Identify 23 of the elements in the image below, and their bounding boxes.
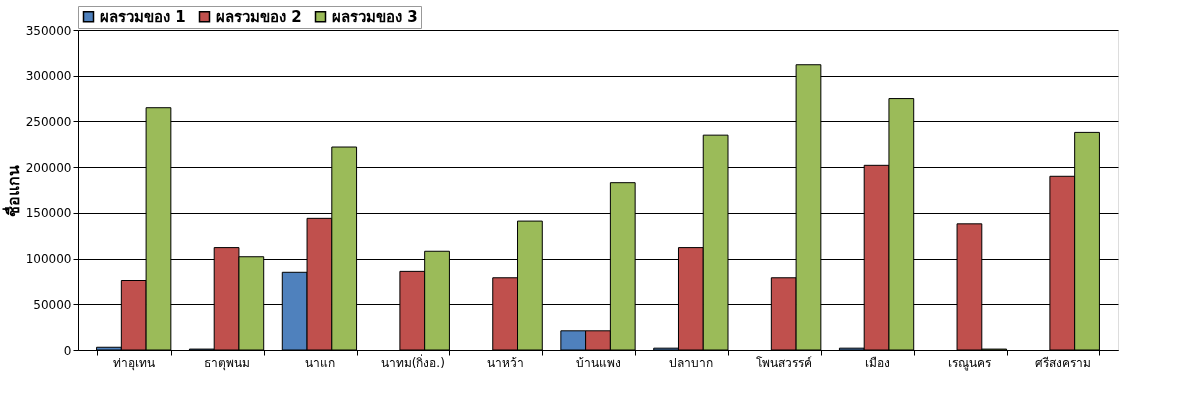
y-tick-label: 50000: [33, 297, 72, 312]
y-tick-label: 250000: [25, 114, 72, 129]
x-tick-label: เรณูนคร: [948, 355, 993, 371]
x-tick-label: ท่าอุเทน: [113, 355, 156, 371]
y-tick-label: 100000: [25, 252, 72, 267]
legend-label: ผลรวมของ 1: [100, 7, 186, 26]
y-axis-title: ชื่อแกน: [1, 164, 23, 217]
x-tick-label: บ้านแพง: [576, 355, 621, 370]
x-tick-label: ปลาบาก: [669, 355, 714, 370]
legend-label: ผลรวมของ 2: [216, 7, 302, 26]
x-tick-label: โพนสวรรค์: [756, 355, 813, 370]
x-tick-label: ธาตุพนม: [204, 355, 251, 371]
y-tick-label: 200000: [25, 160, 72, 175]
y-tick-label: 0: [63, 343, 72, 358]
x-tick-label: ศรีสงคราม: [1034, 355, 1091, 370]
legend-label: ผลรวมของ 3: [332, 7, 418, 26]
y-tick-label: 300000: [25, 69, 72, 84]
x-tick-label: เมือง: [864, 355, 890, 370]
y-tick-label: 350000: [25, 23, 72, 38]
x-tick-label: นาทม(กิ่งอ.): [380, 353, 445, 370]
x-tick-label: นาแก: [304, 355, 335, 370]
x-tick-label: นาหว้า: [487, 355, 525, 370]
y-tick-label: 150000: [25, 206, 72, 221]
